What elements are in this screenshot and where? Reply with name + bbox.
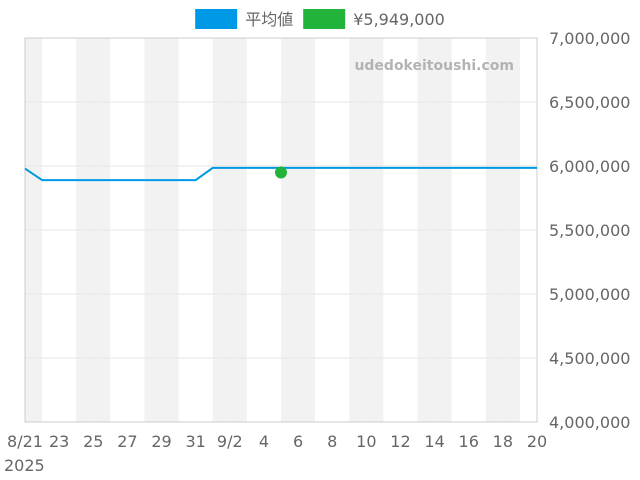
x-axis-tick-labels: 8/21 23 25 27 29 31 9/2 4 6 8 10 12 14 16 18 20 [7,432,547,451]
watermark-text: udedokeitoushi.com [354,58,514,74]
y-tick-label: 4,500,000 [549,349,630,368]
x-tick-label: 29 [151,432,171,451]
series-layer [24,166,537,182]
x-tick-label: 8 [327,432,337,451]
legend-label: 平均値 [245,10,293,29]
y-tick-label: 7,000,000 [549,29,630,48]
y-tick-label: 4,000,000 [549,413,630,432]
legend-swatch [303,9,346,29]
y-tick-label: 5,500,000 [549,221,630,240]
y-axis-tick-labels: 4,000,000 4,500,000 5,000,000 5,500,000 6,00… [549,29,630,432]
x-tick-label: 31 [185,432,205,451]
x-tick-label: 18 [493,432,513,451]
y-tick-label: 5,000,000 [549,285,630,304]
legend-swatch [195,9,238,29]
x-tick-label: 27 [117,432,137,451]
x-tick-label: 6 [293,432,303,451]
current-price-point [275,166,287,179]
x-tick-label: 14 [424,432,444,451]
x-tick-label: 10 [356,432,376,451]
x-axis-year-label: 2025 [4,456,45,475]
y-tick-label: 6,500,000 [549,93,630,112]
plot-border [24,37,538,423]
x-tick-label: 4 [259,432,269,451]
x-tick-label: 9/2 [217,432,243,451]
x-tick-label: 8/21 [7,432,43,451]
x-tick-label: 12 [390,432,410,451]
legend: 平均値 ¥5,949,000 [195,9,445,29]
legend-label: ¥5,949,000 [353,10,445,29]
y-tick-label: 6,000,000 [549,157,630,176]
x-tick-label: 23 [49,432,69,451]
average-price-line [24,166,537,182]
x-tick-label: 20 [527,432,547,451]
x-tick-label: 16 [459,432,479,451]
x-tick-label: 25 [83,432,103,451]
